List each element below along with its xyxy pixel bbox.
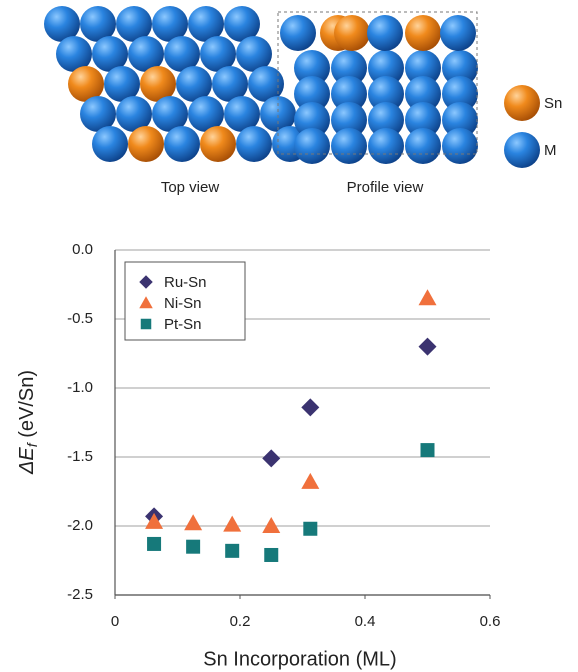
data-point: [301, 473, 319, 489]
sn-atom: [334, 15, 370, 51]
legend-label: Ni-Sn: [164, 295, 202, 312]
legend-label: M: [544, 142, 557, 159]
data-point: [419, 289, 437, 305]
y-axis-title: ΔEf (eV/Sn): [16, 370, 39, 475]
data-point: [262, 517, 280, 533]
sn-atom: [200, 126, 236, 162]
m-atom: [442, 128, 478, 164]
m-atom: [367, 15, 403, 51]
sn-atom: [405, 15, 441, 51]
m-atom: [164, 126, 200, 162]
y-tick-label: -2.5: [67, 586, 93, 603]
m-atom: [331, 128, 367, 164]
x-tick-label: 0.6: [480, 613, 501, 630]
data-point: [421, 443, 435, 457]
data-point: [264, 548, 278, 562]
x-axis-title: Sn Incorporation (ML): [203, 648, 396, 670]
y-tick-label: -1.0: [67, 379, 93, 396]
data-point: [262, 449, 280, 467]
y-title-symbol: ΔE: [16, 447, 38, 475]
profile-view-label: Profile view: [347, 179, 424, 196]
m-atom: [92, 126, 128, 162]
figure: Top view Profile view Sn M Sn Incorporat…: [0, 0, 578, 672]
m-atom: [368, 128, 404, 164]
plot: 0.0 -0.5 -1.0 -1.5 -2.0 -2.5 0 0.2 0.4 0.6 Ru-Sn Ni…: [67, 241, 500, 630]
y-tick-label: -1.5: [67, 448, 93, 465]
y-tick-label: -2.0: [67, 517, 93, 534]
legend-marker: [141, 319, 152, 330]
legend-m-sphere: [504, 132, 540, 168]
legend-label: Sn: [544, 95, 562, 112]
y-tick-label: -0.5: [67, 310, 93, 327]
legend-sn-sphere: [504, 85, 540, 121]
legend-label: Ru-Sn: [164, 274, 207, 291]
m-atom: [440, 15, 476, 51]
y-tick-label: 0.0: [72, 241, 93, 258]
m-atom: [405, 128, 441, 164]
m-atom: [236, 126, 272, 162]
data-point: [184, 514, 202, 530]
data-point: [301, 398, 319, 416]
data-point: [303, 522, 317, 536]
y-title-unit: (eV/Sn): [16, 370, 38, 443]
atom-illustration: [44, 6, 478, 164]
x-tick-label: 0: [111, 613, 119, 630]
x-tick-label: 0.2: [230, 613, 251, 630]
x-tick-label: 0.4: [355, 613, 376, 630]
data-point: [223, 516, 241, 532]
m-atom: [280, 15, 316, 51]
top-view-label: Top view: [161, 179, 220, 196]
data-point: [186, 540, 200, 554]
m-atom: [294, 128, 330, 164]
legend-label: Pt-Sn: [164, 316, 202, 333]
data-point: [147, 537, 161, 551]
data-point: [419, 338, 437, 356]
sn-atom: [128, 126, 164, 162]
data-point: [225, 544, 239, 558]
